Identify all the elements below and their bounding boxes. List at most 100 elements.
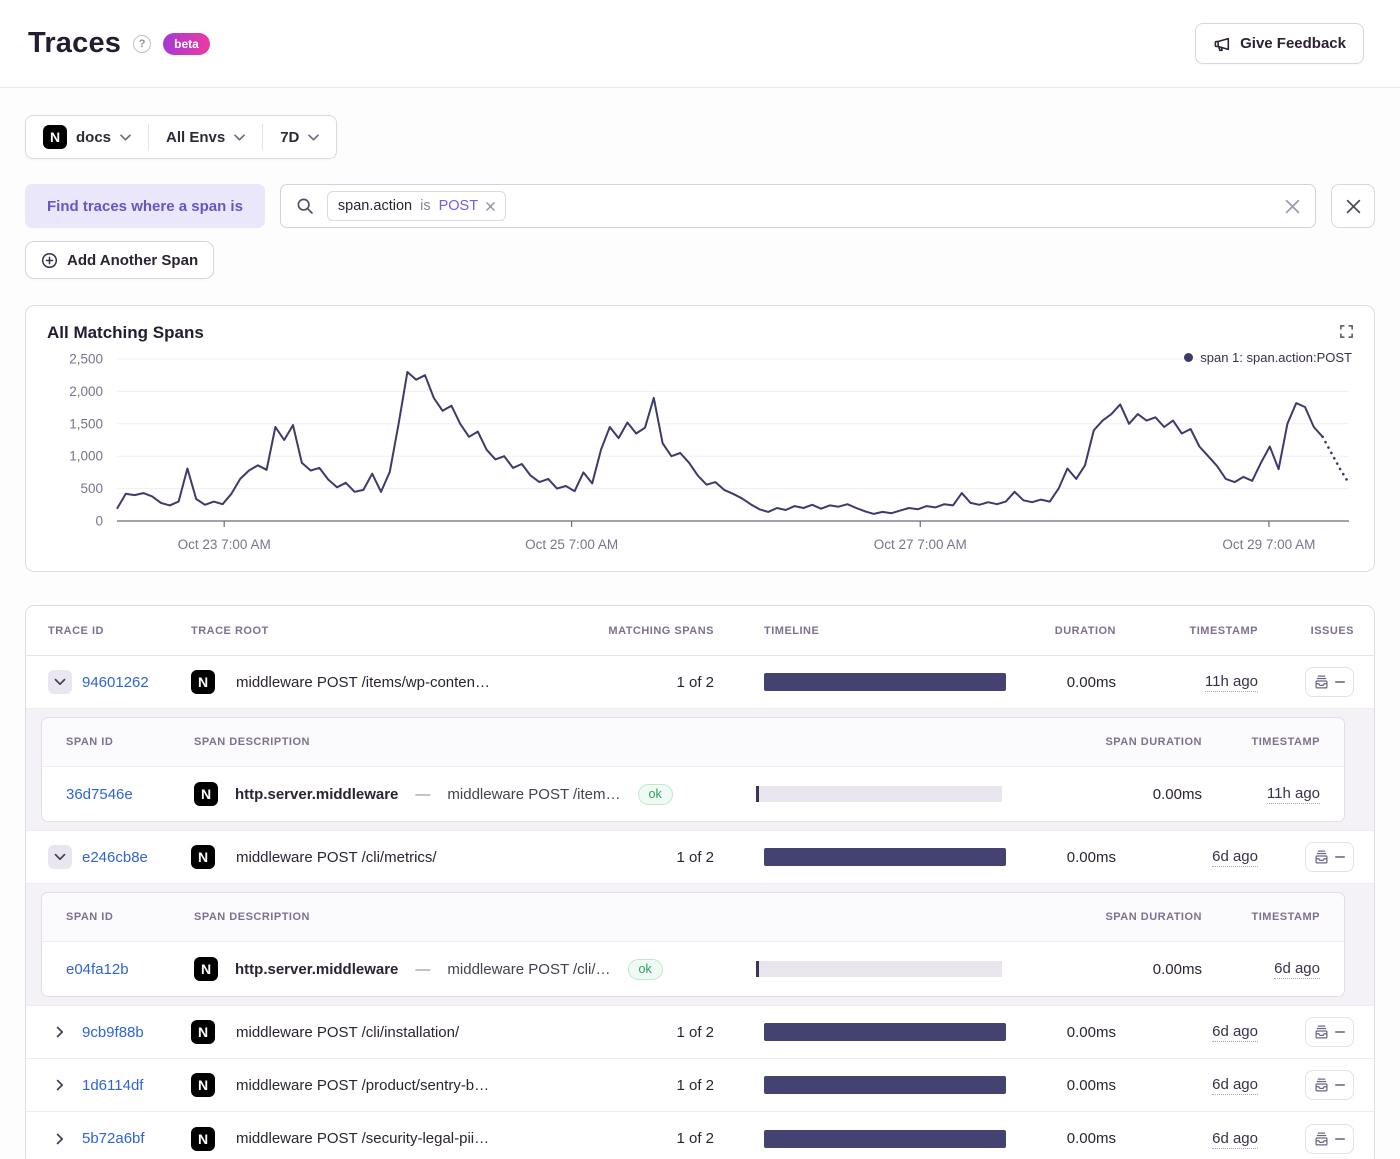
collapse-row-button[interactable] (48, 845, 72, 869)
token-value: POST (439, 198, 478, 214)
collapse-row-button[interactable] (48, 670, 72, 694)
nextjs-project-icon: N (194, 782, 218, 806)
plus-circle-icon (41, 252, 58, 269)
span-description: middleware POST /item… (447, 786, 620, 803)
nextjs-project-icon: N (191, 1127, 215, 1151)
remove-span-query-button[interactable] (1331, 184, 1375, 228)
svg-text:Oct 29 7:00 AM: Oct 29 7:00 AM (1222, 537, 1315, 552)
token-key: span.action (338, 198, 412, 214)
all-matching-spans-panel: All Matching Spans span 1: span.action:P… (25, 305, 1375, 572)
expand-row-button[interactable] (48, 1073, 72, 1097)
timeline-bar (764, 848, 1006, 866)
span-table-header: SPAN ID SPAN DESCRIPTION SPAN DURATION T… (42, 718, 1344, 767)
expand-row-button[interactable] (48, 1127, 72, 1151)
environment-filter-label: All Envs (166, 129, 225, 146)
timeline-bar (764, 673, 1006, 691)
table-row: 9cb9f88b Nmiddleware POST /cli/installat… (26, 1006, 1374, 1059)
issues-icon (1314, 1078, 1329, 1092)
fullscreen-icon[interactable] (1339, 324, 1354, 339)
add-another-span-button[interactable]: Add Another Span (25, 241, 214, 279)
svg-text:Oct 23 7:00 AM: Oct 23 7:00 AM (178, 537, 271, 552)
give-feedback-label: Give Feedback (1240, 35, 1346, 52)
expand-row-button[interactable] (48, 1020, 72, 1044)
project-filter-label: docs (76, 129, 111, 146)
nextjs-project-icon: N (191, 845, 215, 869)
span-id-link[interactable]: e04fa12b (66, 961, 194, 978)
issues-button[interactable] (1305, 1124, 1354, 1154)
trace-id-link[interactable]: 94601262 (82, 674, 149, 691)
duration-value: 0.00ms (1006, 1024, 1116, 1041)
trace-id-link[interactable]: 9cb9f88b (82, 1024, 144, 1041)
svg-text:0: 0 (95, 514, 103, 529)
span-duration-value: 0.00ms (1042, 961, 1202, 978)
timestamp-link[interactable]: 6d ago (1212, 1130, 1258, 1149)
filter-token[interactable]: span.action is POST (327, 191, 506, 221)
search-input[interactable]: span.action is POST (280, 184, 1316, 228)
spans-line-chart[interactable]: 05001,0001,5002,0002,500Oct 23 7:00 AMOc… (47, 349, 1353, 561)
span-op: http.server.middleware (235, 786, 398, 803)
span-row: e04fa12b N http.server.middleware — midd… (42, 942, 1344, 996)
issues-count-empty (1335, 1031, 1345, 1033)
beta-badge: beta (163, 33, 210, 55)
timestamp-link[interactable]: 11h ago (1267, 785, 1320, 804)
issues-count-empty (1335, 1138, 1345, 1140)
trace-id-link[interactable]: e246cb8e (82, 849, 148, 866)
chevron-down-icon (308, 134, 319, 141)
page-header: Traces ? beta Give Feedback (0, 0, 1400, 88)
issues-icon (1314, 1025, 1329, 1039)
col-matching-spans: MATCHING SPANS (579, 625, 714, 637)
col-trace-id: TRACE ID (48, 625, 191, 637)
issues-icon (1314, 850, 1329, 864)
col-span-timestamp: TIMESTAMP (1202, 736, 1320, 748)
issues-count-empty (1335, 681, 1345, 683)
duration-value: 0.00ms (1006, 1077, 1116, 1094)
timestamp-link[interactable]: 6d ago (1212, 848, 1258, 867)
trace-id-link[interactable]: 1d6114df (82, 1077, 143, 1094)
span-timeline-tick (756, 961, 759, 977)
span-status-badge: ok (628, 959, 663, 980)
timestamp-link[interactable]: 6d ago (1212, 1023, 1258, 1042)
help-icon[interactable]: ? (133, 35, 151, 53)
project-filter[interactable]: N docs (26, 116, 148, 158)
span-op: http.server.middleware (235, 961, 398, 978)
traces-table: TRACE ID TRACE ROOT MATCHING SPANS TIMEL… (25, 605, 1375, 1159)
col-timeline: TIMELINE (714, 625, 1006, 637)
span-status-badge: ok (638, 784, 673, 805)
timeline-bar (764, 1023, 1006, 1041)
give-feedback-button[interactable]: Give Feedback (1195, 23, 1364, 64)
col-trace-root: TRACE ROOT (191, 625, 579, 637)
date-range-label: 7D (280, 129, 299, 146)
timestamp-link[interactable]: 6d ago (1212, 1076, 1258, 1095)
filter-bar: N docs All Envs 7D (25, 115, 337, 159)
trace-root-label: middleware POST /items/wp-conten… (236, 674, 490, 691)
chevron-down-icon (120, 134, 131, 141)
environment-filter[interactable]: All Envs (149, 116, 262, 158)
svg-text:2,000: 2,000 (69, 384, 103, 399)
date-range-filter[interactable]: 7D (263, 116, 336, 158)
span-id-link[interactable]: 36d7546e (66, 786, 194, 803)
issues-button[interactable] (1305, 1070, 1354, 1100)
span-description: middleware POST /cli/… (447, 961, 610, 978)
duration-value: 0.00ms (1006, 674, 1116, 691)
timeline-bar (764, 1076, 1006, 1094)
add-another-span-label: Add Another Span (67, 252, 198, 269)
trace-root-label: middleware POST /security-legal-pii… (236, 1130, 489, 1147)
close-icon (1346, 199, 1361, 214)
timestamp-link[interactable]: 11h ago (1205, 673, 1258, 692)
timestamp-link[interactable]: 6d ago (1274, 960, 1320, 979)
table-row: 5b72a6bf Nmiddleware POST /security-lega… (26, 1112, 1374, 1159)
issues-button[interactable] (1305, 667, 1354, 697)
nextjs-project-icon: N (43, 125, 67, 149)
matching-spans-value: 1 of 2 (579, 1077, 714, 1094)
span-timeline-bar (756, 961, 1002, 977)
legend-label: span 1: span.action:POST (1200, 350, 1352, 365)
matching-spans-value: 1 of 2 (579, 1024, 714, 1041)
span-row: 36d7546e N http.server.middleware — midd… (42, 767, 1344, 821)
duration-value: 0.00ms (1006, 1130, 1116, 1147)
trace-id-link[interactable]: 5b72a6bf (82, 1130, 145, 1147)
issues-button[interactable] (1305, 842, 1354, 872)
chevron-down-icon (234, 134, 245, 141)
remove-token-icon[interactable] (486, 202, 495, 211)
issues-button[interactable] (1305, 1017, 1354, 1047)
clear-search-icon[interactable] (1285, 199, 1300, 214)
